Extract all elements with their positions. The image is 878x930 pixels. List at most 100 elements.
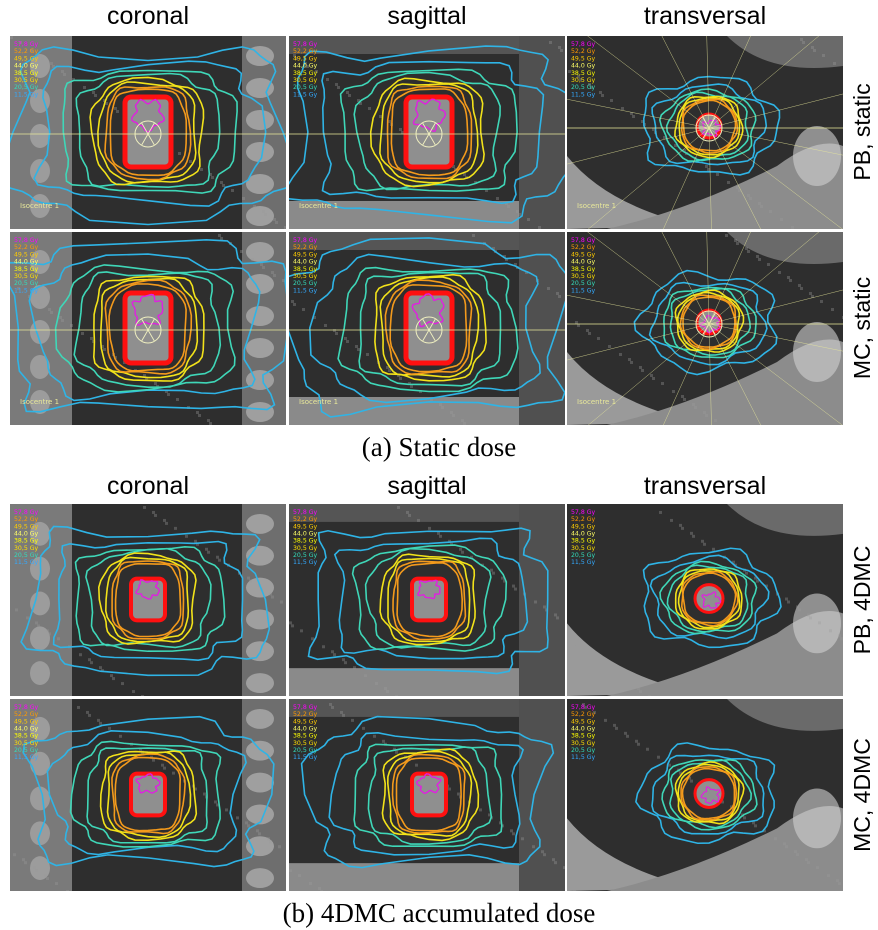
dose-legend-entry: 30,5 Gy	[14, 273, 39, 280]
dose-legend-entry: 20,5 Gy	[293, 84, 318, 91]
dose-legend-entry: 49,5 Gy	[14, 251, 39, 258]
dose-legend-entry: 20,5 Gy	[14, 552, 39, 559]
dose-legend-entry: 11,5 Gy	[293, 754, 318, 761]
dose-legend-entry: 44,0 Gy	[571, 725, 596, 732]
dose-legend-entry: 38,5 Gy	[293, 70, 318, 77]
dose-legend-entry: 38,5 Gy	[14, 538, 39, 545]
dose-legend-entry: 49,5 Gy	[293, 251, 318, 258]
dose-legend-entry: 38,5 Gy	[571, 538, 596, 545]
dose-legend-entry: 30,5 Gy	[293, 273, 318, 280]
dose-legend-entry: 49,5 Gy	[571, 523, 596, 530]
dose-legend-entry: 30,5 Gy	[293, 77, 318, 84]
dose-legend-entry: 52,2 Gy	[14, 48, 39, 55]
dose-legend-entry: 49,5 Gy	[14, 718, 39, 725]
dose-legend-entry: 20,5 Gy	[14, 84, 39, 91]
dose-legend-entry: 30,5 Gy	[14, 545, 39, 552]
dose-legend-entry: 49,5 Gy	[293, 718, 318, 725]
dose-legend-entry: 38,5 Gy	[14, 266, 39, 273]
dose-legend-entry: 44,0 Gy	[571, 63, 596, 70]
dose-legend-entry: 11,5 Gy	[571, 287, 596, 294]
dose-legend-entry: 38,5 Gy	[571, 733, 596, 740]
dose-legend-entry: 52,2 Gy	[571, 48, 596, 55]
dose-legend-entry: 44,0 Gy	[293, 259, 318, 266]
isocentre-label: Isocentre 1	[577, 398, 616, 406]
dose-legend-entry: 49,5 Gy	[293, 523, 318, 530]
dose-legend-entry: 57,8 Gy	[14, 41, 39, 48]
dose-legend-entry: 57,8 Gy	[293, 509, 318, 516]
dose-legend-entry: 57,8 Gy	[293, 237, 318, 244]
dose-legend-entry: 20,5 Gy	[571, 552, 596, 559]
dose-legend-entry: 52,2 Gy	[571, 516, 596, 523]
panel-pb-static-transversal: Isocentre 1 57,8 Gy 52,2 Gy 49,5 Gy 44,0 Gy 3…	[567, 36, 843, 229]
dose-legend-entry: 44,0 Gy	[14, 530, 39, 537]
dose-legend-entry: 20,5 Gy	[571, 280, 596, 287]
dose-legend-entry: 30,5 Gy	[293, 740, 318, 747]
dose-legend-entry: 57,8 Gy	[571, 237, 596, 244]
section-static-dose: coronal sagittal transversal Isocentre 1…	[10, 2, 875, 462]
dose-legend-entry: 11,5 Gy	[571, 754, 596, 761]
row-label-mc-4dmc: MC, 4DMC	[849, 738, 875, 852]
dose-legend-entry: 11,5 Gy	[571, 559, 596, 566]
isocentre-label: Isocentre 1	[299, 398, 338, 406]
dose-legend-entry: 30,5 Gy	[571, 740, 596, 747]
dose-legend-entry: 11,5 Gy	[14, 91, 39, 98]
dose-legend-entry: 44,0 Gy	[14, 259, 39, 266]
dose-legend-entry: 30,5 Gy	[293, 545, 318, 552]
isocentre-label: Isocentre 1	[20, 202, 59, 210]
panel-pb-4dmc-coronal: 57,8 Gy 52,2 Gy 49,5 Gy 44,0 Gy 38,5 Gy 30,5 …	[10, 504, 286, 696]
column-header-coronal: coronal	[107, 2, 189, 30]
column-header-sagittal: sagittal	[387, 2, 467, 30]
dose-legend-entry: 11,5 Gy	[14, 754, 39, 761]
dose-legend-entry: 44,0 Gy	[14, 63, 39, 70]
dose-legend-entry: 49,5 Gy	[14, 523, 39, 530]
dose-legend-entry: 57,8 Gy	[571, 509, 596, 516]
column-header-coronal-b: coronal	[107, 472, 189, 500]
dose-legend-entry: 57,8 Gy	[14, 704, 39, 711]
column-header-transversal-b: transversal	[643, 472, 767, 500]
dose-legend-entry: 20,5 Gy	[571, 84, 596, 91]
dose-legend-entry: 57,8 Gy	[571, 704, 596, 711]
dose-legend-entry: 44,0 Gy	[571, 259, 596, 266]
dose-legend-entry: 57,8 Gy	[571, 41, 596, 48]
panel-mc-static-sagittal: Isocentre 1 57,8 Gy 52,2 Gy 49,5 Gy 44,0 Gy 3…	[289, 232, 565, 425]
dose-legend-entry: 11,5 Gy	[293, 91, 318, 98]
caption-b: (b) 4DMC accumulated dose	[282, 898, 596, 928]
column-header-sagittal-b: sagittal	[387, 472, 467, 500]
dose-legend-entry: 20,5 Gy	[293, 747, 318, 754]
panel-mc-4dmc-transversal: 57,8 Gy 52,2 Gy 49,5 Gy 44,0 Gy 38,5 Gy 30,5 …	[567, 699, 843, 891]
dose-legend-entry: 20,5 Gy	[571, 747, 596, 754]
panel-mc-static-transversal: Isocentre 1 57,8 Gy 52,2 Gy 49,5 Gy 44,0 Gy 3…	[567, 232, 843, 425]
row-label-mc-static: MC, static	[849, 276, 875, 380]
panel-pb-4dmc-transversal: 57,8 Gy 52,2 Gy 49,5 Gy 44,0 Gy 38,5 Gy 30,5 …	[567, 504, 843, 696]
dose-legend-entry: 57,8 Gy	[293, 704, 318, 711]
dose-legend-entry: 11,5 Gy	[14, 287, 39, 294]
dose-legend-entry: 52,2 Gy	[571, 711, 596, 718]
dose-legend-entry: 49,5 Gy	[571, 55, 596, 62]
dose-legend-entry: 20,5 Gy	[14, 280, 39, 287]
dose-legend-entry: 49,5 Gy	[571, 251, 596, 258]
dose-legend-entry: 38,5 Gy	[571, 266, 596, 273]
dose-legend-entry: 20,5 Gy	[293, 552, 318, 559]
dose-legend-entry: 30,5 Gy	[571, 77, 596, 84]
panel-mc-static-coronal: Isocentre 1 57,8 Gy 52,2 Gy 49,5 Gy 44,0 Gy 3…	[10, 232, 286, 425]
dose-legend-entry: 11,5 Gy	[293, 559, 318, 566]
dose-legend-entry: 52,2 Gy	[293, 48, 318, 55]
isocentre-label: Isocentre 1	[299, 202, 338, 210]
dose-legend-entry: 52,2 Gy	[293, 711, 318, 718]
dose-legend-entry: 38,5 Gy	[14, 70, 39, 77]
dose-legend-entry: 52,2 Gy	[14, 711, 39, 718]
panel-pb-static-coronal: Isocentre 1 57,8 Gy 52,2 Gy 49,5 Gy 44,0 Gy 3…	[10, 36, 286, 229]
dose-legend-entry: 38,5 Gy	[293, 538, 318, 545]
dose-legend-entry: 11,5 Gy	[293, 287, 318, 294]
section-4dmc-dose: coronal sagittal transversal 57,8 Gy 52,2…	[0, 470, 878, 930]
dose-legend-entry: 52,2 Gy	[293, 244, 318, 251]
panel-mc-4dmc-sagittal: 57,8 Gy 52,2 Gy 49,5 Gy 44,0 Gy 38,5 Gy 30,5 …	[289, 699, 565, 891]
dose-legend-entry: 30,5 Gy	[571, 273, 596, 280]
dose-legend-entry: 11,5 Gy	[14, 559, 39, 566]
